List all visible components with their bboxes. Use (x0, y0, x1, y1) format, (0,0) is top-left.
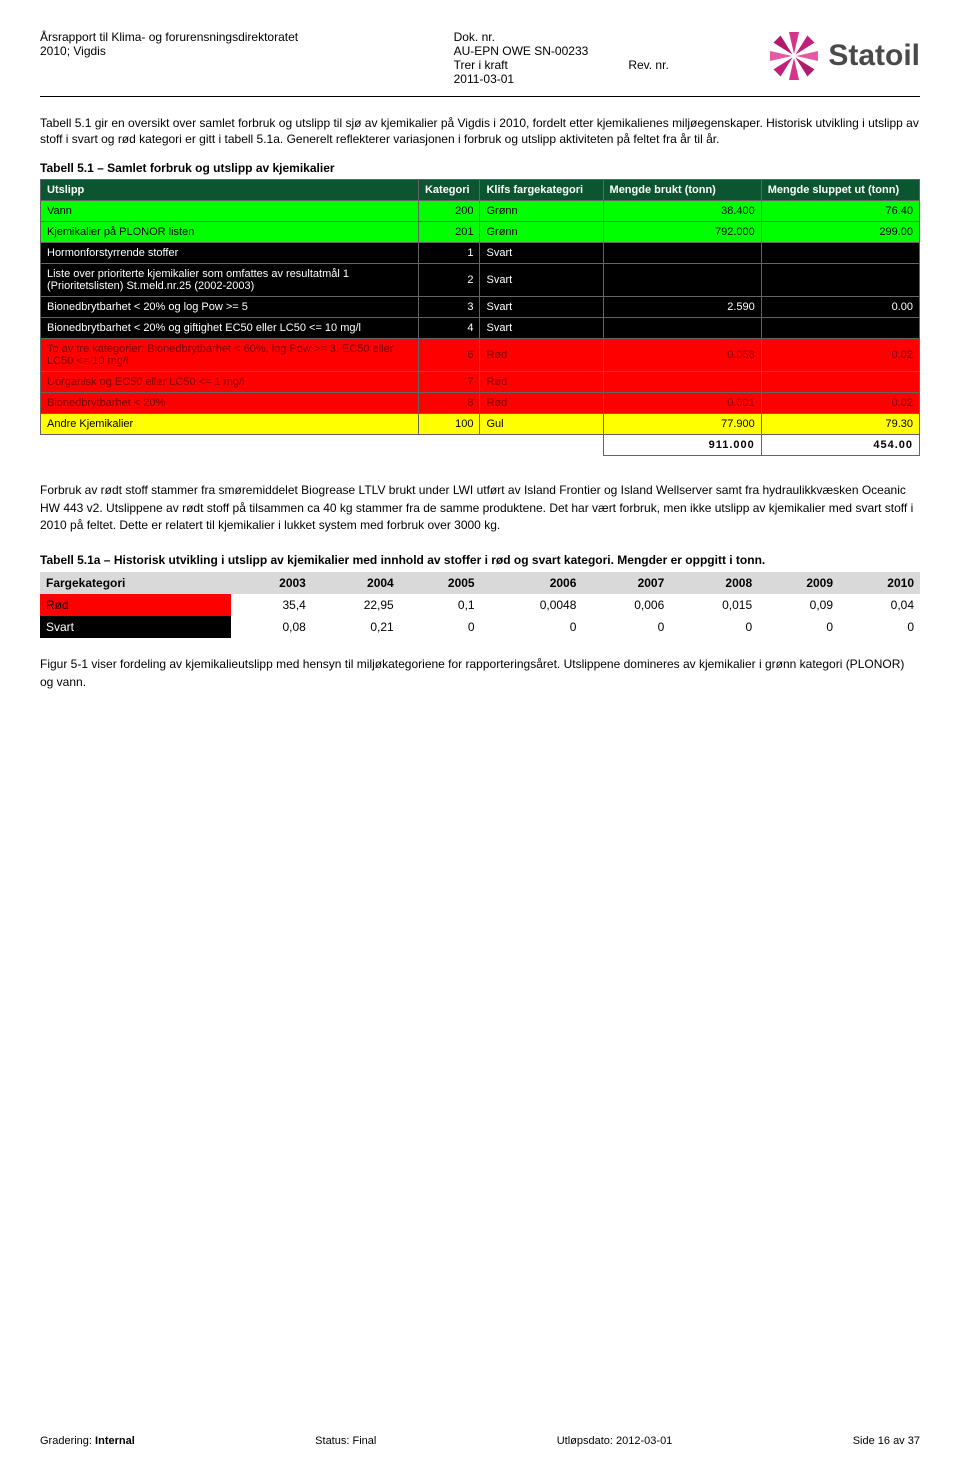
t51-header-kategori: Kategori (418, 180, 480, 201)
table-5-1: UtslippKategoriKlifs fargekategoriMengde… (40, 179, 920, 456)
table-5-1-body: Vann200Grønn38.40076.40Kjemikalier på PL… (41, 201, 920, 456)
t51-row: Uorganisk og EC50 eller LC50 <= 1 mg/l7R… (41, 372, 920, 393)
header-logo: Statoil (744, 30, 920, 85)
t51-header-sluppet: Mengde sluppet ut (tonn) (761, 180, 919, 201)
t51-row: Liste over prioriterte kjemikalier som o… (41, 264, 920, 297)
table-5-1a-caption: Tabell 5.1a – Historisk utvikling i utsl… (40, 553, 920, 569)
t51-row: Bionedbrytbarhet < 20% og giftighet EC50… (41, 318, 920, 339)
t51a-row: Rød35,422,950,10,00480,0060,0150,090,04 (40, 594, 920, 616)
footer-status: Status: Final (315, 1435, 376, 1447)
body-paragraph: Forbruk av rødt stoff stammer fra smørem… (40, 482, 920, 534)
t51a-header: 2007 (582, 572, 670, 594)
footer-gradering: Gradering: Internal (40, 1435, 135, 1447)
intro-paragraph: Tabell 5.1 gir en oversikt over samlet f… (40, 115, 920, 147)
footer-page: Side 16 av 37 (853, 1435, 920, 1447)
t51-row: Bionedbrytbarhet < 20%8Rød0.0010.02 (41, 393, 920, 414)
t51a-header: Fargekategori (40, 572, 231, 594)
t51-row: Andre Kjemikalier100Gul77.90079.30 (41, 414, 920, 435)
t51a-header: 2006 (481, 572, 583, 594)
header-left: Årsrapport til Klima- og forurensningsdi… (40, 30, 454, 58)
table-5-1-caption: Tabell 5.1 – Samlet forbruk og utslipp a… (40, 161, 920, 175)
t51-row: Hormonforstyrrende stoffer1Svart (41, 243, 920, 264)
t51a-header: 2005 (400, 572, 481, 594)
header-mid: Dok. nr. AU-EPN OWE SN-00233 Trer i kraf… (454, 30, 744, 86)
table-5-1a: Fargekategori200320042005200620072008200… (40, 572, 920, 638)
logo-text: Statoil (828, 39, 920, 73)
t51-row: Vann200Grønn38.40076.40 (41, 201, 920, 222)
t51-row: Kjemikalier på PLONOR listen201Grønn792.… (41, 222, 920, 243)
footer-utlop: Utløpsdato: 2012-03-01 (557, 1435, 673, 1447)
t51a-row: Svart0,080,21000000 (40, 616, 920, 638)
t51-header-brukt: Mengde brukt (tonn) (603, 180, 761, 201)
t51a-header: 2010 (839, 572, 920, 594)
t51a-header: 2003 (231, 572, 312, 594)
trer-value: 2011-03-01 (454, 72, 589, 86)
statoil-star-icon (768, 30, 820, 82)
doc-header: Årsrapport til Klima- og forurensningsdi… (40, 30, 920, 86)
t51a-header: 2004 (312, 572, 400, 594)
t51a-header: 2008 (670, 572, 758, 594)
t51-header-klifs: Klifs fargekategori (480, 180, 603, 201)
table-5-1a-body: Rød35,422,950,10,00480,0060,0150,090,04S… (40, 594, 920, 638)
t51-row: Bionedbrytbarhet < 20% og log Pow >= 53S… (41, 297, 920, 318)
dok-label: Dok. nr. (454, 30, 589, 44)
t51a-header: 2009 (758, 572, 839, 594)
report-title-line1: Årsrapport til Klima- og forurensningsdi… (40, 30, 454, 44)
trer-label: Trer i kraft (454, 58, 508, 72)
dok-value: AU-EPN OWE SN-00233 (454, 44, 589, 58)
header-divider (40, 96, 920, 97)
t51-row: To av tre kategorier: Bionedbrytbarhet <… (41, 339, 920, 372)
table-5-1-head: UtslippKategoriKlifs fargekategoriMengde… (41, 180, 920, 201)
t51-header-utslipp: Utslipp (41, 180, 419, 201)
t51-totals-row: 911.000454.00 (41, 435, 920, 456)
rev-label: Rev. nr. (628, 58, 668, 72)
page-footer: Gradering: Internal Status: Final Utløps… (40, 1435, 920, 1447)
table-5-1a-head: Fargekategori200320042005200620072008200… (40, 572, 920, 594)
report-title-line2: 2010; Vigdis (40, 44, 454, 58)
closing-paragraph: Figur 5-1 viser fordeling av kjemikalieu… (40, 656, 920, 691)
